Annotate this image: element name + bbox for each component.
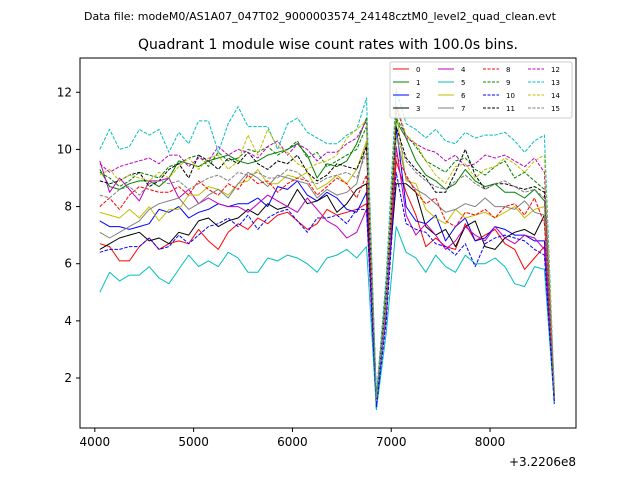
x-tick-label: 4000: [80, 435, 111, 449]
legend-frame: [389, 61, 573, 119]
series-line-5: [99, 226, 555, 410]
x-axis: 4000 5000 6000 7000 8000: [80, 428, 506, 449]
legend-label-12: 12: [551, 66, 560, 74]
series-line-12: [99, 106, 555, 396]
y-axis: 2 4 6 8 10 12: [57, 85, 80, 385]
x-tick-label: 8000: [475, 435, 506, 449]
legend-label-13: 13: [551, 79, 560, 87]
y-tick-label: 12: [57, 85, 72, 99]
legend-label-3: 3: [416, 105, 420, 113]
series-line-1: [99, 117, 555, 402]
legend-label-0: 0: [416, 66, 420, 74]
x-tick-label: 5000: [178, 435, 209, 449]
x-offset-label: +3.2206e8: [509, 455, 576, 469]
legend-label-9: 9: [506, 79, 510, 87]
series-line-8: [99, 154, 555, 399]
series-line-10: [99, 171, 555, 408]
legend-label-2: 2: [416, 92, 420, 100]
series-layer: [99, 88, 555, 410]
series-line-15: [99, 134, 555, 402]
legend-label-15: 15: [551, 105, 560, 113]
series-line-14: [99, 103, 555, 402]
y-tick-label: 6: [64, 257, 72, 271]
series-line-4: [99, 146, 555, 399]
series-line-0: [99, 160, 555, 405]
series-line-2: [99, 126, 555, 410]
axes-frame: [79, 57, 577, 429]
series-line-13: [99, 88, 555, 399]
y-tick-label: 4: [64, 314, 72, 328]
legend-label-5: 5: [461, 79, 465, 87]
series-line-7: [99, 134, 555, 405]
legend-label-14: 14: [551, 92, 560, 100]
x-tick-label: 7000: [376, 435, 407, 449]
series-line-6: [99, 111, 555, 402]
legend-label-7: 7: [461, 105, 465, 113]
legend-label-6: 6: [461, 92, 466, 100]
x-tick-label: 6000: [277, 435, 308, 449]
chart-title: Quadrant 1 module wise count rates with …: [138, 37, 518, 53]
series-line-11: [99, 126, 555, 402]
legend-label-11: 11: [506, 105, 515, 113]
legend-label-4: 4: [461, 66, 466, 74]
legend-label-1: 1: [416, 79, 420, 87]
y-tick-label: 10: [57, 142, 72, 156]
chart-suptitle: Data file: modeM0/AS1A07_047T02_90000035…: [84, 10, 557, 23]
series-line-9: [99, 117, 555, 399]
y-tick-label: 8: [64, 200, 72, 214]
legend-label-10: 10: [506, 92, 515, 100]
y-tick-label: 2: [64, 371, 72, 385]
series-line-3: [99, 183, 555, 402]
legend-label-8: 8: [506, 66, 510, 74]
